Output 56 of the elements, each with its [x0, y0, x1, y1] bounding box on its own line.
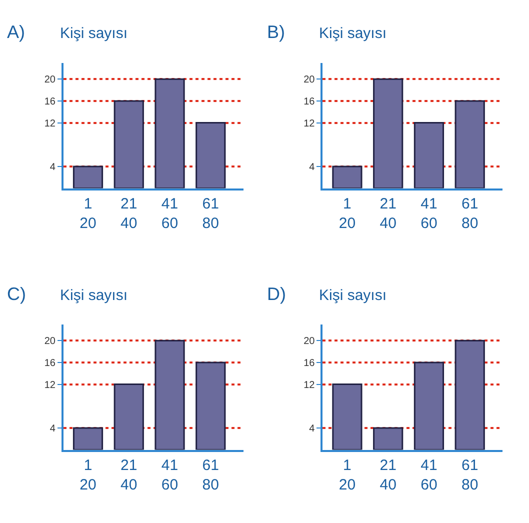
y-axis-title: Kişi sayısı: [60, 287, 128, 304]
x-tick-label: 21 40: [380, 456, 396, 494]
x-tick-label: 41 60: [420, 195, 438, 232]
y-tick-label: 4: [309, 162, 316, 173]
bar: [454, 340, 485, 450]
x-tick-label: 1 20: [80, 456, 96, 494]
y-axis-title: Kişi sayısı: [319, 25, 387, 42]
x-tick-label: 41 60: [161, 456, 178, 494]
y-tick-label: 20: [304, 74, 316, 86]
x-tick-label: 1 20: [80, 195, 96, 232]
x-tick-label: 1 20: [338, 195, 356, 232]
y-tick-label: 12: [44, 118, 56, 130]
x-tick-label: 61 80: [202, 456, 219, 494]
y-tick-label: 4: [50, 423, 56, 434]
y-tick-label: 16: [44, 96, 56, 108]
bar: [72, 166, 104, 188]
bar: [154, 78, 185, 188]
y-axis-title: Kişi sayısı: [319, 287, 387, 304]
y-tick-label: 4: [309, 423, 316, 434]
x-tick-label: 61 80: [462, 195, 478, 232]
chart-title: C): [7, 284, 26, 304]
bar: [72, 427, 104, 450]
x-tick-label: 41 60: [420, 456, 438, 494]
y-tick-label: 16: [304, 358, 316, 369]
y-tick-label: 12: [304, 118, 316, 130]
x-tick-label: 21 40: [120, 456, 138, 494]
x-tick-label: 61 80: [202, 195, 219, 232]
y-tick-label: 16: [44, 358, 56, 369]
y-axis-title: Kişi sayısı: [60, 25, 128, 42]
x-tick-label: 61 80: [462, 456, 478, 494]
bar: [332, 384, 362, 450]
bar: [332, 166, 362, 188]
y-tick-label: 20: [44, 336, 56, 348]
bar: [414, 122, 444, 188]
y-tick-label: 12: [304, 380, 316, 391]
bar: [454, 100, 485, 188]
y-tick-label: 20: [304, 336, 316, 348]
bar: [414, 362, 444, 450]
y-tick-label: 20: [44, 74, 56, 86]
bar: [154, 340, 185, 450]
y-tick-label: 16: [304, 96, 316, 108]
x-tick-label: 1 20: [338, 456, 356, 494]
y-tick-label: 4: [50, 162, 56, 173]
chart-title: A): [7, 22, 25, 42]
chart-title: D): [267, 284, 286, 304]
x-tick-label: 21 40: [380, 195, 396, 232]
bar: [114, 100, 144, 188]
x-tick-label: 41 60: [161, 195, 178, 232]
bar: [196, 362, 226, 450]
chart-title: B): [267, 22, 285, 42]
x-tick-label: 21 40: [120, 195, 138, 232]
bar: [373, 78, 404, 188]
y-tick-label: 12: [44, 380, 56, 391]
bar: [114, 384, 144, 450]
bar: [196, 122, 226, 188]
bar: [373, 427, 404, 450]
